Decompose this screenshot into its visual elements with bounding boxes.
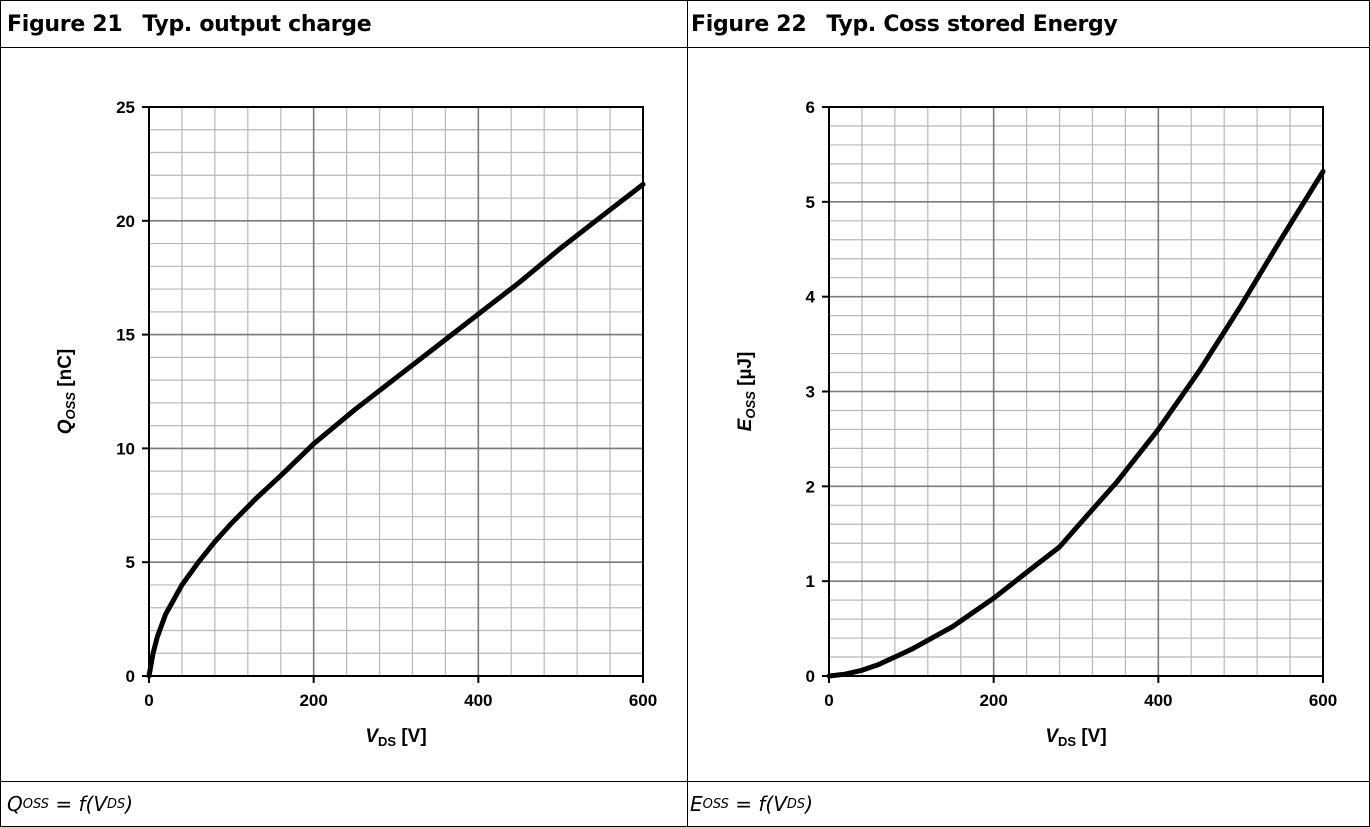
y-tick-label: 2: [806, 477, 815, 496]
x-tick-label: 400: [464, 691, 492, 710]
x-tick-label: 200: [299, 691, 327, 710]
x-tick-label: 0: [144, 691, 153, 710]
footer-rule: [1, 781, 1369, 782]
y-tick-label: 0: [806, 667, 815, 686]
coss-energy-chart: 0 1 2 3 4 5 6 0 200 400 600 VDS [V] EOSS [µJ]: [735, 98, 1337, 749]
y-tick-label: 1: [806, 572, 815, 591]
y-axis-label: EOSS [µJ]: [735, 352, 758, 432]
series-line: [826, 169, 1326, 679]
y-tick-label: 5: [126, 553, 135, 572]
y-tick-label: 0: [126, 667, 135, 686]
figure-22-caption: E OSS = f(V DS): [690, 792, 813, 816]
y-tick-label: 20: [116, 212, 135, 231]
x-axis-label: VDS [V]: [365, 726, 426, 749]
figure-title: Typ. Coss stored Energy: [826, 11, 1118, 37]
y-tick-label: 4: [806, 288, 816, 307]
figure-21-header: Figure 21 Typ. output charge: [7, 1, 372, 47]
figure-number: Figure 21: [7, 11, 123, 37]
y-tick-label: 6: [806, 98, 815, 117]
figure-21-caption: Q OSS = f(V DS): [7, 792, 134, 816]
x-axis-label: VDS [V]: [1045, 726, 1106, 749]
output-charge-chart: 0 5 10 15 20 25 0 200 400 600 VDS [V] QOSS [nC]: [55, 98, 657, 749]
figure-22-plot: 0 1 2 3 4 5 6 0 200 400 600 VDS [V] EOSS [µJ]: [688, 48, 1370, 781]
y-tick-label: 15: [116, 326, 135, 345]
x-tick-label: 400: [1144, 691, 1172, 710]
figure-title: Typ. output charge: [142, 11, 372, 37]
x-tick-label: 600: [1309, 691, 1337, 710]
y-tick-label: 3: [806, 383, 815, 402]
panel-divider: [687, 1, 688, 826]
x-tick-label: 200: [979, 691, 1007, 710]
figure-number: Figure 22: [691, 11, 807, 37]
figure-22-header: Figure 22 Typ. Coss stored Energy: [691, 1, 1118, 47]
y-tick-label: 25: [116, 98, 135, 117]
plot-frame: [148, 106, 644, 677]
x-tick-label: 0: [824, 691, 833, 710]
figure-21-plot: 0 5 10 15 20 25 0 200 400 600 VDS [V] QOSS [nC]: [1, 48, 687, 781]
header-rule: [1, 47, 1369, 48]
y-axis-label: QOSS [nC]: [55, 349, 78, 435]
y-tick-label: 10: [116, 439, 135, 458]
x-tick-label: 600: [629, 691, 657, 710]
y-tick-label: 5: [806, 193, 815, 212]
series-line: [146, 181, 646, 679]
